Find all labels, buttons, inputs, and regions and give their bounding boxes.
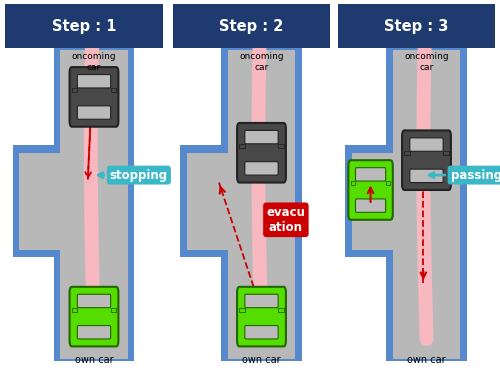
Text: own car: own car (242, 355, 281, 365)
FancyBboxPatch shape (237, 123, 286, 182)
FancyBboxPatch shape (78, 74, 110, 88)
FancyBboxPatch shape (245, 130, 278, 144)
Bar (346, 145, 399, 257)
Bar (13, 145, 66, 257)
FancyBboxPatch shape (410, 138, 443, 151)
FancyBboxPatch shape (78, 326, 110, 339)
Bar (5, 4, 162, 49)
Text: oncoming
car: oncoming car (72, 52, 117, 71)
Text: stopping: stopping (98, 169, 168, 182)
Text: passing: passing (429, 169, 500, 182)
Text: evacu
ation: evacu ation (266, 206, 306, 234)
FancyBboxPatch shape (356, 199, 386, 212)
Bar (60, 51, 128, 359)
Text: oncoming
car: oncoming car (404, 52, 449, 71)
Bar (172, 4, 330, 49)
FancyBboxPatch shape (245, 162, 278, 175)
Bar (386, 181, 390, 185)
Text: own car: own car (407, 355, 446, 365)
FancyBboxPatch shape (402, 130, 451, 190)
FancyBboxPatch shape (245, 294, 278, 308)
FancyBboxPatch shape (237, 287, 286, 347)
Text: Step : 1: Step : 1 (52, 19, 116, 34)
Bar (443, 152, 448, 155)
Bar (338, 4, 495, 49)
Bar (352, 153, 394, 250)
Bar (278, 308, 283, 312)
FancyBboxPatch shape (410, 169, 443, 182)
Bar (240, 308, 244, 312)
Bar (186, 153, 228, 250)
Bar (278, 144, 283, 148)
Bar (228, 51, 296, 359)
Bar (19, 153, 61, 250)
Bar (54, 49, 134, 361)
FancyBboxPatch shape (70, 287, 118, 347)
Bar (240, 144, 244, 148)
Text: own car: own car (74, 355, 114, 365)
FancyBboxPatch shape (356, 168, 386, 181)
Bar (180, 145, 234, 257)
FancyBboxPatch shape (348, 160, 393, 220)
FancyBboxPatch shape (245, 326, 278, 339)
Bar (222, 49, 302, 361)
FancyBboxPatch shape (70, 67, 118, 127)
Bar (110, 308, 116, 312)
Text: Step : 3: Step : 3 (384, 19, 448, 34)
Text: Step : 2: Step : 2 (219, 19, 284, 34)
Text: oncoming
car: oncoming car (239, 52, 284, 71)
Bar (404, 152, 409, 155)
Bar (72, 88, 77, 92)
Bar (392, 51, 460, 359)
Bar (110, 88, 116, 92)
FancyBboxPatch shape (78, 106, 110, 119)
Bar (72, 308, 77, 312)
FancyBboxPatch shape (78, 294, 110, 308)
Bar (386, 49, 466, 361)
Bar (350, 181, 356, 185)
